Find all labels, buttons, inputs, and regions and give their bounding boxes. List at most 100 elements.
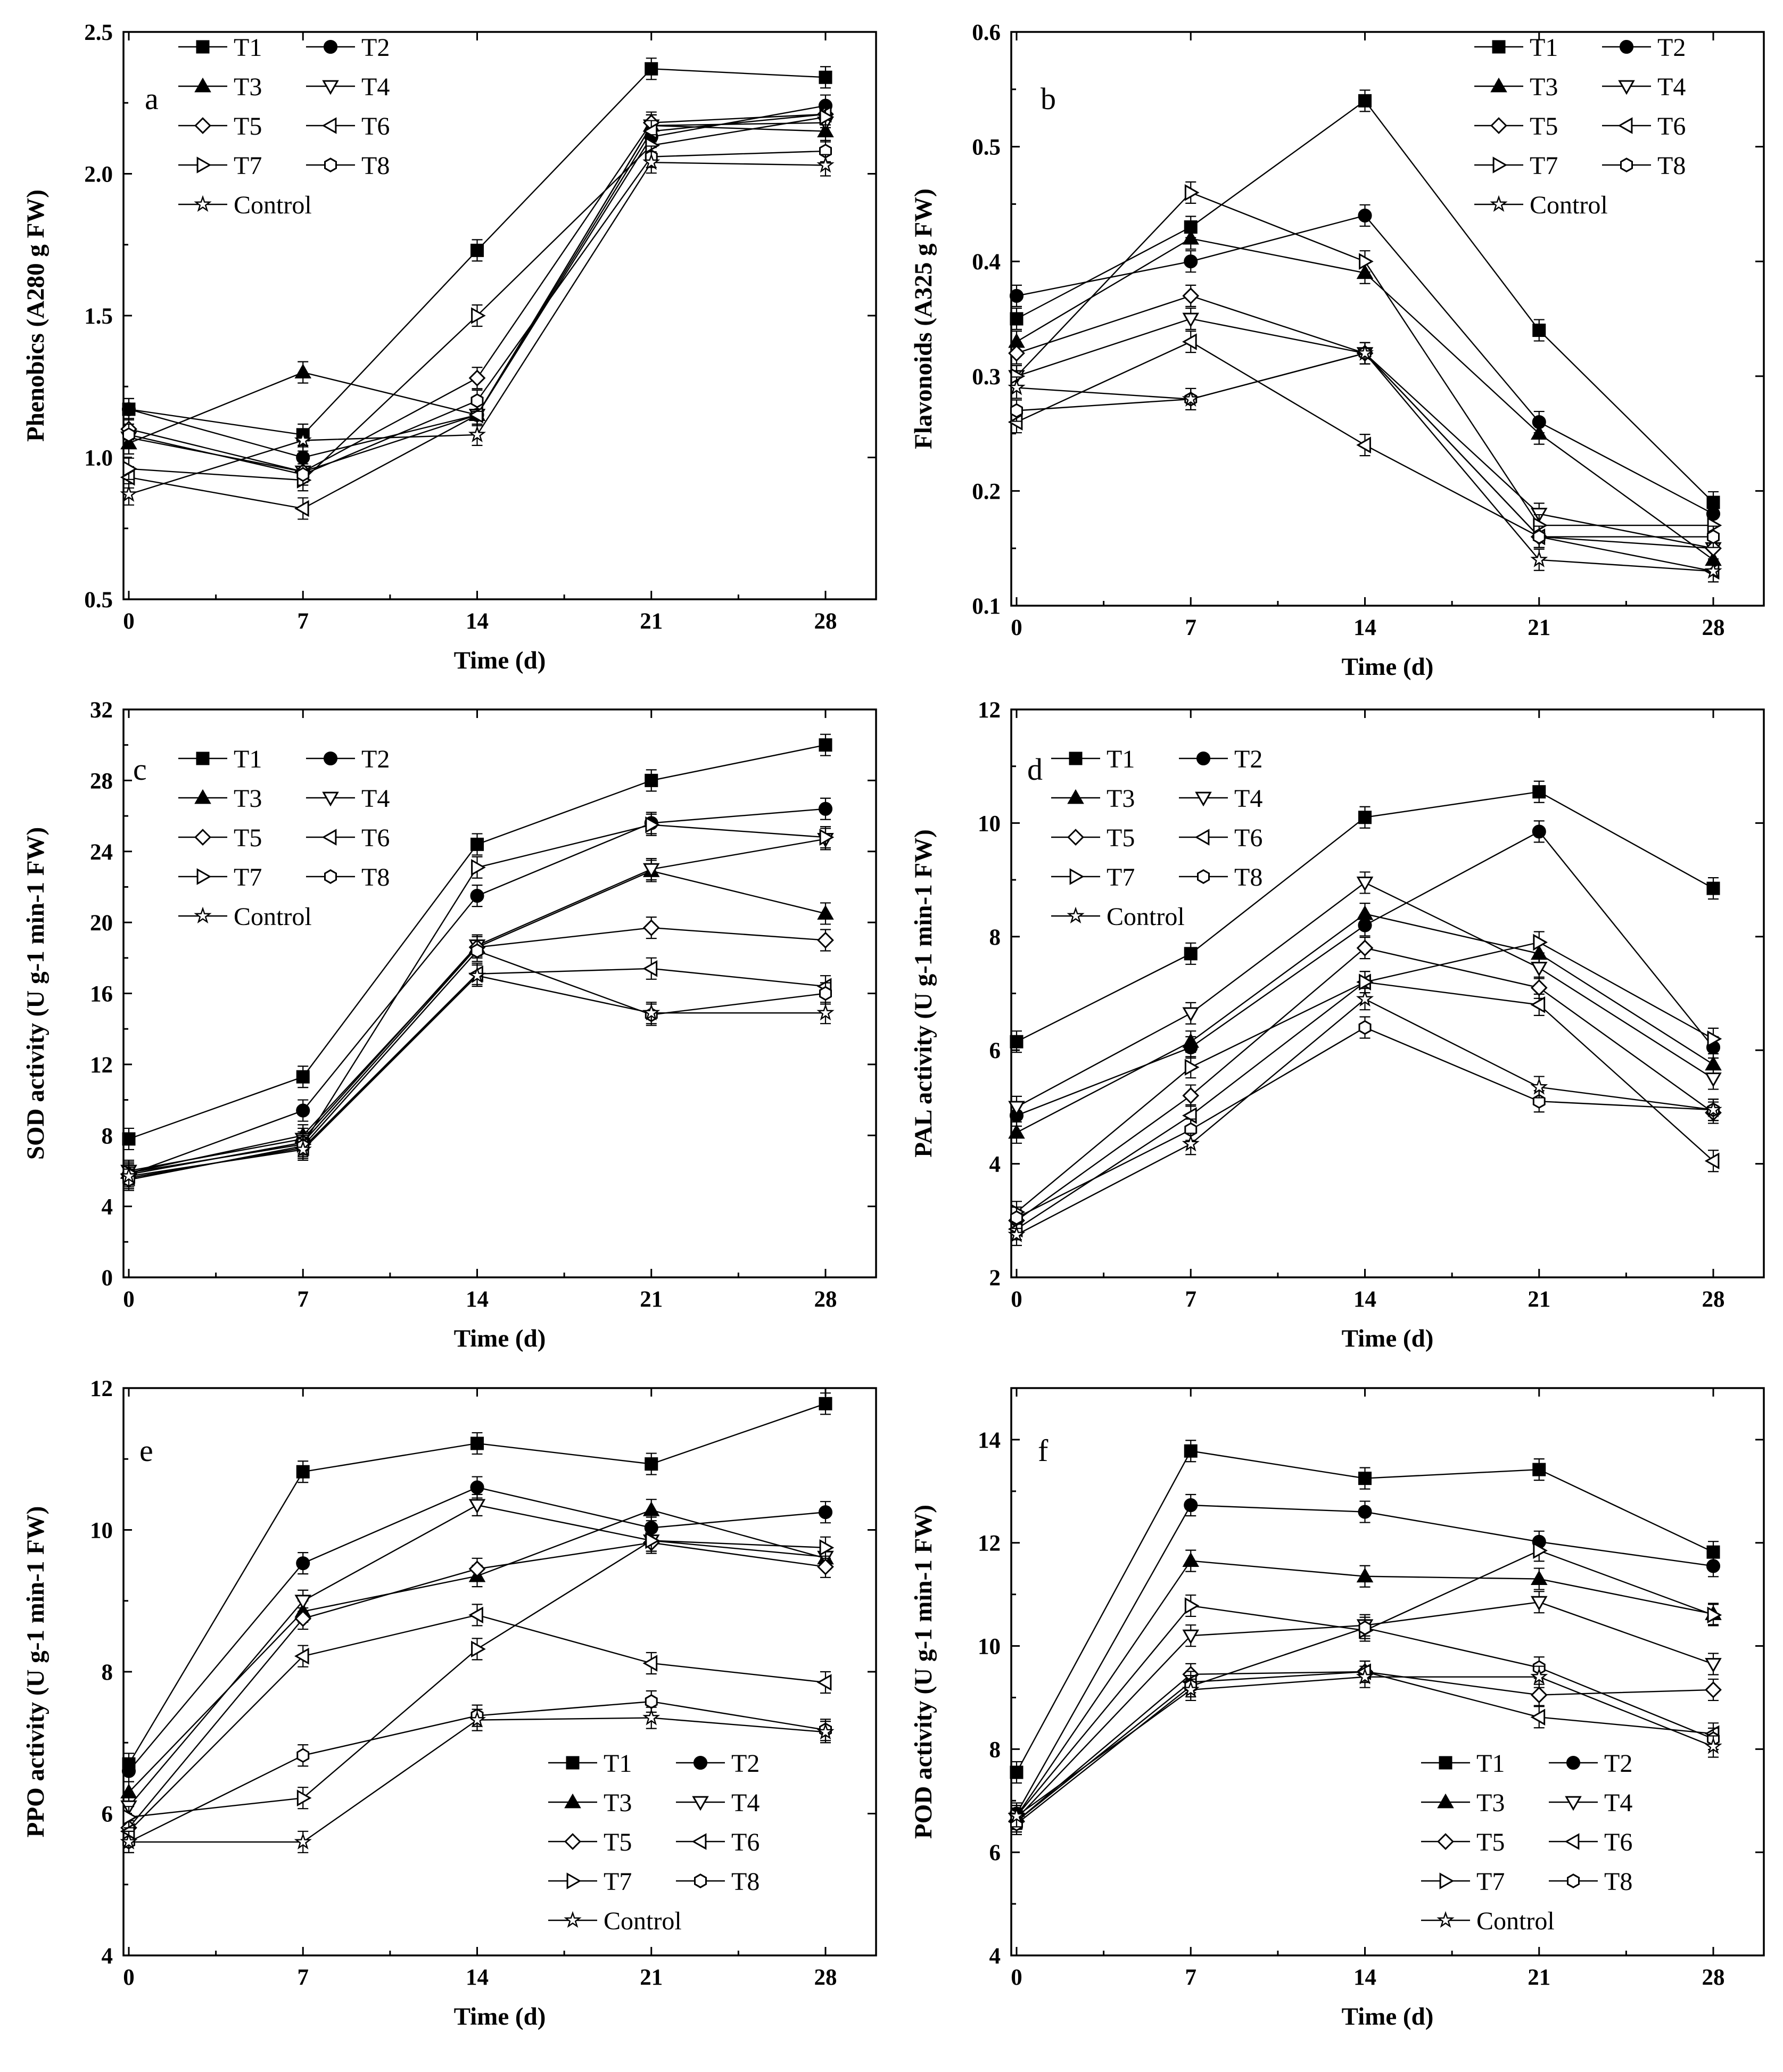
data-point-t1 [645, 773, 658, 787]
data-point-t3 [1530, 425, 1548, 440]
legend-marker-t5 [194, 829, 211, 846]
data-point-t1 [1358, 1472, 1372, 1485]
legend-label-t3: T3 [604, 1789, 632, 1817]
data-point-control [120, 485, 138, 502]
data-point-t7 [296, 1789, 312, 1806]
legend-marker-t4 [322, 80, 339, 95]
data-point-t5 [1705, 540, 1722, 557]
series-t7 [122, 813, 835, 1184]
data-point-control [642, 153, 661, 170]
x-tick-label: 28 [814, 1965, 837, 1990]
data-point-t6 [1530, 1708, 1546, 1726]
legend-label-t8: T8 [361, 863, 390, 891]
data-point-t5 [817, 931, 834, 949]
legend-marker-t1 [566, 1756, 580, 1770]
data-point-control [816, 1722, 835, 1740]
data-point-control [1704, 1737, 1722, 1754]
y-tick-label: 8 [989, 925, 1001, 950]
series-control [1008, 988, 1722, 1246]
x-tick-label: 7 [1185, 1965, 1197, 1990]
data-point-t1 [819, 1397, 832, 1410]
legend-label-t2: T2 [731, 1749, 760, 1778]
legend-label-t1: T1 [234, 34, 262, 62]
data-point-t1 [1532, 785, 1546, 799]
legend-marker-t3 [1067, 789, 1084, 804]
legend-marker-control [1067, 906, 1085, 924]
series-t4 [1008, 871, 1722, 1118]
data-point-t2 [1358, 1505, 1372, 1519]
data-point-t4 [1008, 1101, 1025, 1116]
y-tick-label: 10 [978, 811, 1001, 836]
x-tick-label: 7 [1185, 1287, 1197, 1312]
legend-marker-t3 [1437, 1793, 1454, 1809]
series-t7 [1010, 181, 1722, 537]
x-tick-label: 28 [1702, 1965, 1725, 1990]
data-point-t1 [819, 70, 832, 84]
legend-marker-t7 [1069, 868, 1085, 885]
data-point-t1 [1532, 1463, 1546, 1476]
data-point-t7 [1707, 1606, 1722, 1624]
data-point-t5 [1705, 1681, 1722, 1698]
data-point-t7 [471, 307, 486, 324]
series-line-t6 [128, 968, 826, 1179]
data-point-t8 [296, 1748, 310, 1763]
data-point-t6 [816, 1674, 832, 1691]
data-point-t8 [470, 393, 484, 408]
data-point-t6 [468, 1606, 483, 1624]
legend-label-t8: T8 [731, 1868, 760, 1896]
y-tick-label: 0.3 [972, 365, 1001, 390]
y-tick-label: 0.1 [972, 594, 1001, 619]
data-point-t4 [294, 1595, 312, 1609]
legend-label-t7: T7 [1530, 152, 1558, 180]
legend-label-t5: T5 [1476, 1828, 1505, 1856]
data-point-t4 [1182, 1629, 1200, 1645]
plot-frame [122, 1387, 877, 1957]
y-axis-title: SOD activity (U g-1 min-1 FW) [22, 827, 49, 1160]
series-t2 [121, 1476, 833, 1782]
data-point-t2 [121, 1764, 136, 1778]
data-point-t1 [470, 243, 484, 257]
data-point-t2 [818, 802, 833, 816]
y-tick-label: 16 [90, 982, 113, 1007]
legend-marker-t5 [1437, 1833, 1454, 1850]
data-point-t7 [1184, 184, 1200, 201]
y-tick-label: 2 [989, 1266, 1001, 1291]
x-tick-label: 0 [123, 1965, 135, 1990]
data-point-t4 [1705, 1658, 1722, 1673]
legend-label-t1: T1 [604, 1749, 632, 1778]
data-point-control [1704, 1100, 1722, 1118]
series-control [120, 964, 835, 1188]
data-point-t7 [819, 829, 835, 846]
y-tick-label: 0.5 [84, 588, 113, 613]
y-tick-label: 8 [989, 1737, 1001, 1762]
legend-label-t8: T8 [1604, 1868, 1632, 1896]
data-point-control [1704, 562, 1722, 579]
x-tick-label: 14 [466, 1965, 489, 1990]
x-tick-label: 14 [466, 1287, 489, 1312]
legend-label-t5: T5 [1107, 824, 1135, 852]
y-tick-label: 12 [978, 1531, 1001, 1556]
y-tick-label: 10 [90, 1518, 113, 1543]
data-point-control [642, 1003, 661, 1021]
data-point-t1 [819, 738, 832, 752]
legend-marker-t1 [1439, 1756, 1452, 1770]
data-point-t3 [642, 1501, 660, 1516]
y-tick-label: 2.0 [84, 162, 113, 187]
data-point-t5 [1182, 1087, 1200, 1104]
data-point-t6 [1182, 333, 1197, 350]
data-point-t2 [121, 402, 136, 416]
legend-label-t6: T6 [1604, 1828, 1632, 1856]
legend-marker-t6 [1617, 117, 1633, 134]
data-point-t5 [642, 919, 660, 936]
legend-label-t2: T2 [1604, 1749, 1632, 1778]
data-point-t1 [470, 1437, 484, 1450]
series-line-t8 [1016, 1027, 1714, 1219]
series-t3 [120, 860, 834, 1184]
data-point-t2 [296, 1556, 310, 1571]
data-point-t4 [1182, 312, 1200, 328]
y-tick-label: 12 [978, 698, 1001, 723]
data-point-t8 [1707, 529, 1720, 544]
legend: T1 T2 T3 T4 T5 T6 T7 T8 Control [178, 745, 390, 931]
data-point-control [1182, 1134, 1200, 1152]
legend-marker-t3 [194, 789, 211, 804]
